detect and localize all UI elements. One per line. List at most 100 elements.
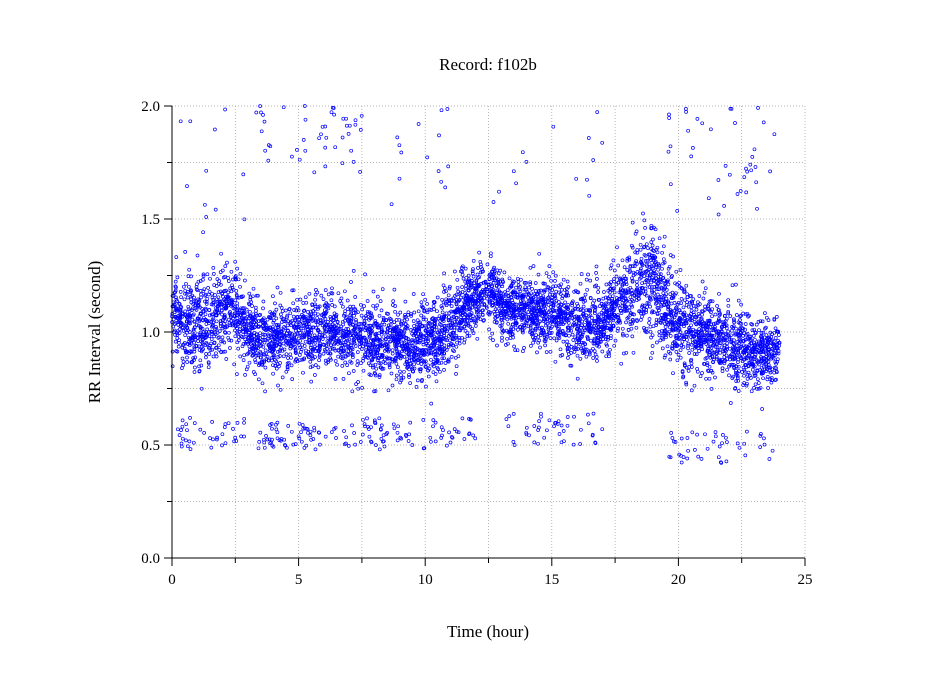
rr-point	[661, 244, 666, 249]
rr-point	[319, 293, 324, 298]
rr-point	[470, 326, 474, 331]
rr-point	[456, 354, 461, 359]
rr-point	[328, 320, 333, 325]
rr-point	[301, 370, 305, 375]
rr-point	[343, 360, 348, 365]
rr-point	[736, 360, 740, 364]
rr-point	[343, 289, 347, 294]
rr-point	[378, 299, 383, 303]
rr-point	[313, 340, 318, 345]
rr-point	[524, 321, 529, 325]
rr-point	[531, 264, 536, 268]
rr-point	[488, 254, 493, 259]
rr-point	[443, 361, 448, 365]
rr-point	[554, 289, 558, 294]
rr-point	[546, 295, 551, 300]
rr-point	[272, 318, 276, 323]
rr-point	[580, 348, 585, 353]
rr-point	[336, 291, 341, 296]
rr-point	[432, 340, 436, 345]
rr-point	[505, 336, 509, 341]
rr-point	[725, 345, 730, 349]
rr-point	[360, 386, 364, 390]
rr-point	[278, 290, 283, 295]
rr-point	[234, 289, 239, 293]
rr-point	[449, 355, 454, 359]
rr-point	[687, 351, 692, 355]
rr-point	[211, 266, 216, 270]
rr-point	[248, 309, 252, 314]
rr-point	[703, 304, 707, 309]
rr-point	[657, 308, 661, 313]
rr-point	[176, 344, 181, 349]
rr-point	[545, 285, 550, 289]
rr-point	[426, 374, 431, 379]
rr-point	[192, 370, 197, 374]
rr-point	[734, 313, 739, 317]
rr-point	[227, 330, 231, 335]
rr-point	[444, 311, 449, 316]
rr-point	[330, 303, 334, 307]
rr-point	[660, 346, 665, 351]
rr-point	[332, 324, 337, 328]
rr-point	[463, 266, 468, 271]
rr-point	[707, 376, 712, 381]
rr-point	[263, 365, 268, 370]
rr-point	[224, 357, 229, 361]
rr-point	[705, 363, 710, 367]
rr-point	[680, 339, 685, 344]
rr-point	[374, 366, 379, 371]
rr-point	[495, 268, 500, 273]
rr-point	[642, 244, 647, 249]
rr-point	[706, 344, 711, 348]
rr-point	[183, 288, 188, 293]
rr-point	[634, 259, 638, 263]
rr-point	[664, 335, 668, 340]
rr-point	[579, 272, 584, 276]
rr-point	[313, 355, 317, 359]
rr-point	[638, 268, 643, 273]
rr-point	[393, 309, 397, 314]
rr-point	[646, 301, 651, 306]
rr-point	[593, 311, 597, 316]
rr-point	[533, 289, 538, 293]
rr-point	[206, 286, 210, 290]
rr-point	[342, 338, 346, 343]
rr-point	[204, 355, 208, 360]
rr-point	[201, 274, 206, 278]
rr-point	[242, 353, 246, 358]
rr-point	[345, 298, 350, 303]
rr-point	[220, 268, 225, 273]
rr-point	[570, 332, 575, 337]
rr-point	[500, 338, 504, 343]
rr-point	[185, 355, 189, 360]
rr-point	[195, 253, 200, 258]
rr-point	[185, 295, 190, 300]
rr-point	[655, 340, 659, 345]
rr-point	[566, 349, 570, 354]
rr-point	[197, 348, 202, 352]
rr-point	[698, 374, 703, 379]
rr-point	[697, 349, 701, 353]
rr-point	[487, 277, 492, 282]
rr-point	[329, 298, 334, 303]
rr-point	[634, 325, 639, 330]
rr-point	[668, 292, 673, 296]
rr-point	[353, 295, 358, 299]
rr-point	[429, 345, 433, 350]
rr-point	[710, 307, 715, 312]
rr-point	[700, 371, 704, 375]
rr-point	[722, 355, 727, 359]
rr-point	[503, 292, 508, 297]
rr-point	[454, 364, 459, 369]
rr-point	[463, 329, 468, 333]
rr-point	[544, 350, 549, 354]
rr-point	[180, 366, 184, 370]
rr-point	[363, 272, 367, 277]
rr-point	[274, 307, 279, 312]
rr-point	[286, 356, 290, 360]
rr-point	[196, 339, 200, 343]
rr-point	[471, 314, 476, 319]
rr-point	[229, 269, 234, 274]
rr-point	[247, 291, 252, 296]
